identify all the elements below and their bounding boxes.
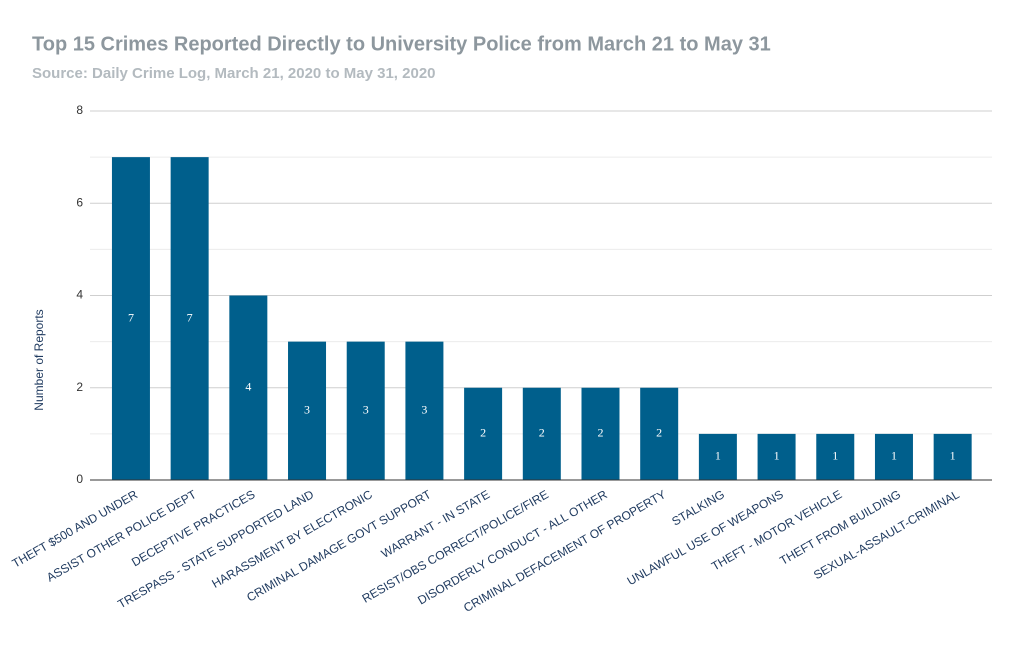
value-label: 2 <box>597 426 603 440</box>
bar <box>464 387 503 480</box>
value-label: 2 <box>539 426 545 440</box>
y-tick-label: 0 <box>76 472 83 486</box>
bar <box>816 433 855 480</box>
value-label: 1 <box>950 449 956 463</box>
value-label: 1 <box>832 449 838 463</box>
bar <box>405 341 444 480</box>
value-label: 2 <box>656 426 662 440</box>
chart-title: Top 15 Crimes Reported Directly to Unive… <box>32 33 771 55</box>
value-label: 1 <box>715 449 721 463</box>
bar <box>757 433 796 480</box>
value-label: 2 <box>480 426 486 440</box>
y-tick-label: 2 <box>76 380 83 394</box>
y-axis-title: Number of Reports <box>32 309 46 410</box>
value-label: 3 <box>363 403 369 417</box>
bar <box>698 433 737 480</box>
bar <box>111 157 150 480</box>
chart-subtitle: Source: Daily Crime Log, March 21, 2020 … <box>32 65 436 82</box>
y-tick-label: 8 <box>76 103 83 117</box>
bar <box>874 433 913 480</box>
value-label: 3 <box>304 403 310 417</box>
bar <box>229 295 268 480</box>
y-tick-label: 6 <box>76 195 83 209</box>
bar <box>640 387 679 480</box>
bar <box>933 433 972 480</box>
value-label: 1 <box>891 449 897 463</box>
bar <box>170 157 209 480</box>
bar <box>288 341 327 480</box>
value-label: 7 <box>187 310 193 324</box>
bar <box>581 387 620 480</box>
value-label: 3 <box>421 403 427 417</box>
value-label: 7 <box>128 310 134 324</box>
bar <box>346 341 385 480</box>
bar <box>522 387 561 480</box>
y-tick-label: 4 <box>76 288 83 302</box>
value-label: 4 <box>245 380 251 394</box>
value-label: 1 <box>774 449 780 463</box>
